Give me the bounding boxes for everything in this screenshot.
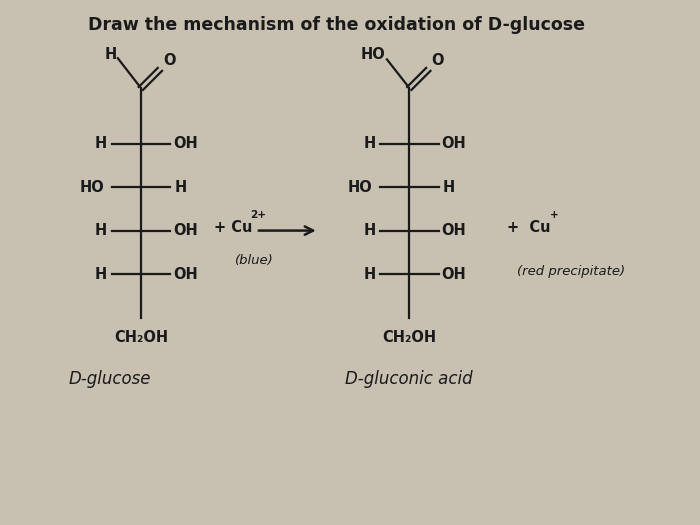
Text: HO: HO: [348, 180, 373, 195]
Text: H: H: [95, 136, 107, 151]
Text: D-gluconic acid: D-gluconic acid: [346, 370, 473, 387]
Text: OH: OH: [173, 267, 198, 281]
Text: H: H: [105, 47, 117, 62]
Text: H: H: [363, 136, 376, 151]
Text: H: H: [443, 180, 455, 195]
Text: + Cu: + Cu: [214, 220, 253, 235]
Text: CH₂OH: CH₂OH: [114, 330, 168, 345]
Text: OH: OH: [173, 223, 198, 238]
Text: +: +: [550, 210, 559, 220]
Text: Draw the mechanism of the oxidation of D-glucose: Draw the mechanism of the oxidation of D…: [88, 16, 584, 34]
Text: HO: HO: [80, 180, 104, 195]
Text: (blue): (blue): [235, 254, 274, 267]
Text: D-glucose: D-glucose: [68, 370, 150, 387]
Text: OH: OH: [173, 136, 198, 151]
Text: CH₂OH: CH₂OH: [382, 330, 436, 345]
Text: O: O: [432, 53, 444, 68]
Text: +  Cu: + Cu: [507, 220, 550, 235]
Text: 2+: 2+: [251, 210, 266, 220]
Text: H: H: [363, 223, 376, 238]
Text: OH: OH: [442, 136, 466, 151]
Text: H: H: [95, 223, 107, 238]
Text: H: H: [363, 267, 376, 281]
Text: OH: OH: [442, 223, 466, 238]
Text: O: O: [163, 53, 176, 68]
Text: H: H: [174, 180, 187, 195]
Text: (red precipitate): (red precipitate): [517, 265, 626, 278]
Text: H: H: [95, 267, 107, 281]
Text: OH: OH: [442, 267, 466, 281]
Text: HO: HO: [360, 47, 386, 62]
